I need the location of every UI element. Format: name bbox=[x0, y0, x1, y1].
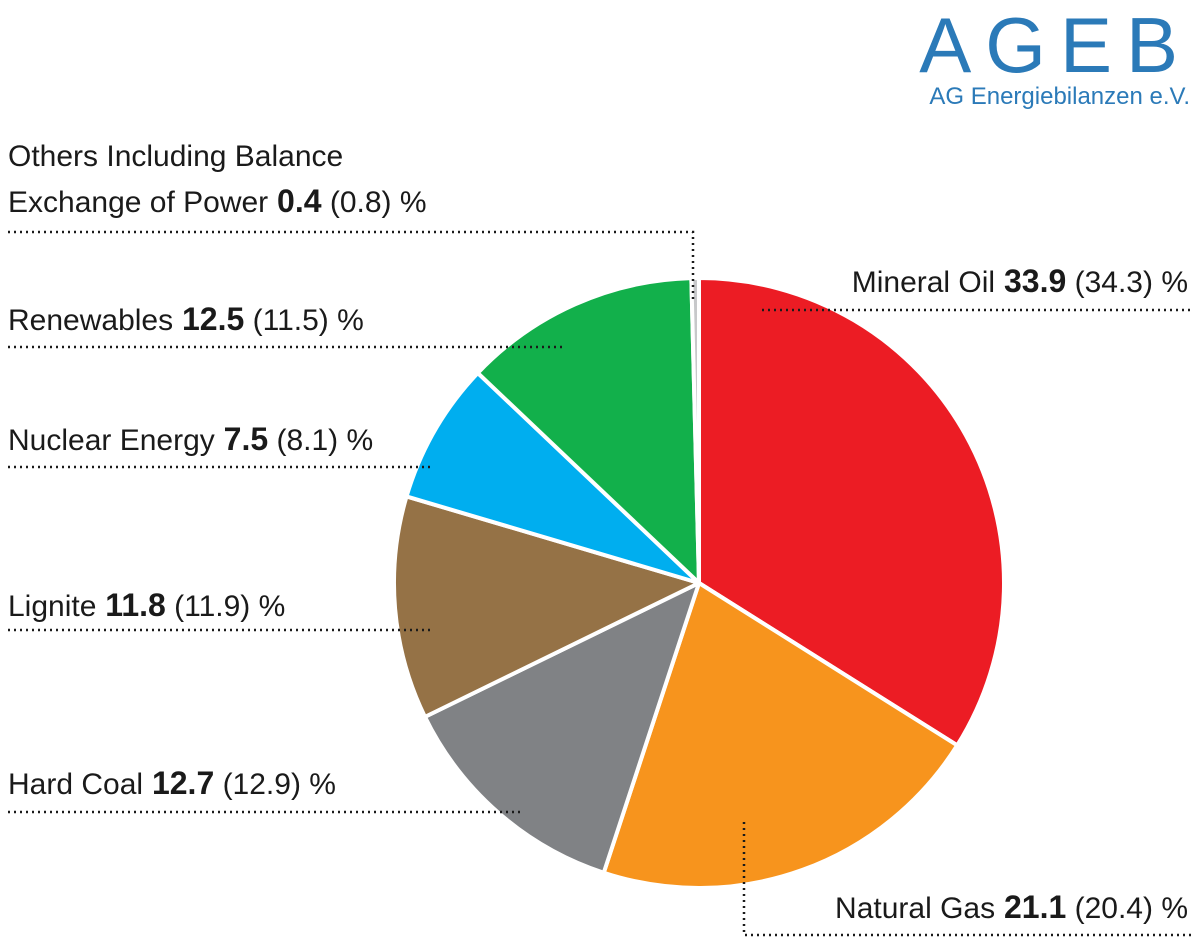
slice-value: 0.4 bbox=[268, 183, 322, 219]
slice-name: Mineral Oil bbox=[852, 266, 995, 299]
slice-previous-value: (8.1) % bbox=[268, 424, 373, 457]
pie-slice-lignite bbox=[392, 494, 701, 719]
slice-name: Hard Coal bbox=[8, 768, 143, 801]
slice-name: Nuclear Energy bbox=[8, 424, 215, 457]
slice-previous-value: (12.9) % bbox=[214, 768, 336, 801]
slice-previous-value: (0.8) % bbox=[322, 186, 427, 219]
slice-label-natural-gas: Natural Gas 21.1 (20.4) % bbox=[835, 889, 1188, 925]
pie-slice-mineral-oil bbox=[697, 276, 1006, 748]
slice-label-mineral-oil: Mineral Oil 33.9 (34.3) % bbox=[852, 263, 1188, 299]
slice-label-renewables: Renewables 12.5 (11.5) % bbox=[8, 301, 364, 337]
leader-lines bbox=[8, 230, 1192, 937]
slice-name: Renewables bbox=[8, 304, 173, 337]
slice-label-nuclear-energy: Nuclear Energy 7.5 (8.1) % bbox=[8, 421, 373, 457]
slice-previous-value: (34.3) % bbox=[1066, 266, 1188, 299]
pie-slice-renewables bbox=[475, 276, 701, 585]
slice-previous-value: (11.9) % bbox=[166, 590, 286, 623]
slice-name: Lignite bbox=[8, 590, 96, 623]
slice-value: 7.5 bbox=[215, 421, 268, 457]
slice-label-others-including-balance-exchange-of-power-line-2: Exchange of Power 0.4 (0.8) % bbox=[8, 183, 427, 219]
slice-value: 12.5 bbox=[173, 301, 244, 337]
pie-slice-others-including-balance-exchange-of-power bbox=[689, 276, 701, 585]
slice-value: 21.1 bbox=[995, 889, 1066, 925]
slice-value: 12.7 bbox=[143, 765, 214, 801]
leader-line-others-including-balance-exchange-of-power bbox=[8, 230, 695, 300]
logo-title: AGEB bbox=[919, 1, 1192, 89]
pie-slice-nuclear-energy bbox=[404, 371, 701, 585]
ageb-logo: AGEB AG Energiebilanzen e.V. bbox=[919, 1, 1192, 110]
pie-slices bbox=[392, 276, 1006, 890]
slice-name: Others Including Balance bbox=[8, 140, 343, 173]
pie-slice-hard-coal bbox=[422, 581, 701, 875]
slice-value: 11.8 bbox=[96, 587, 165, 623]
slice-label-others-including-balance-exchange-of-power-line-1: Others Including Balance bbox=[8, 140, 343, 173]
slice-previous-value: (20.4) % bbox=[1066, 892, 1188, 925]
slice-name: Natural Gas bbox=[835, 892, 995, 925]
logo-subtitle: AG Energiebilanzen e.V. bbox=[929, 83, 1190, 110]
slice-labels: Mineral Oil 33.9 (34.3) % Natural Gas 21.… bbox=[8, 140, 1188, 925]
slice-previous-value: (11.5) % bbox=[244, 304, 364, 337]
slice-name: Exchange of Power bbox=[8, 186, 268, 219]
slice-label-lignite: Lignite 11.8 (11.9) % bbox=[8, 587, 285, 623]
pie-slice-natural-gas bbox=[601, 581, 960, 890]
leader-line-natural-gas bbox=[742, 822, 1192, 937]
slice-value: 33.9 bbox=[995, 263, 1066, 299]
slice-label-hard-coal: Hard Coal 12.7 (12.9) % bbox=[8, 765, 336, 801]
